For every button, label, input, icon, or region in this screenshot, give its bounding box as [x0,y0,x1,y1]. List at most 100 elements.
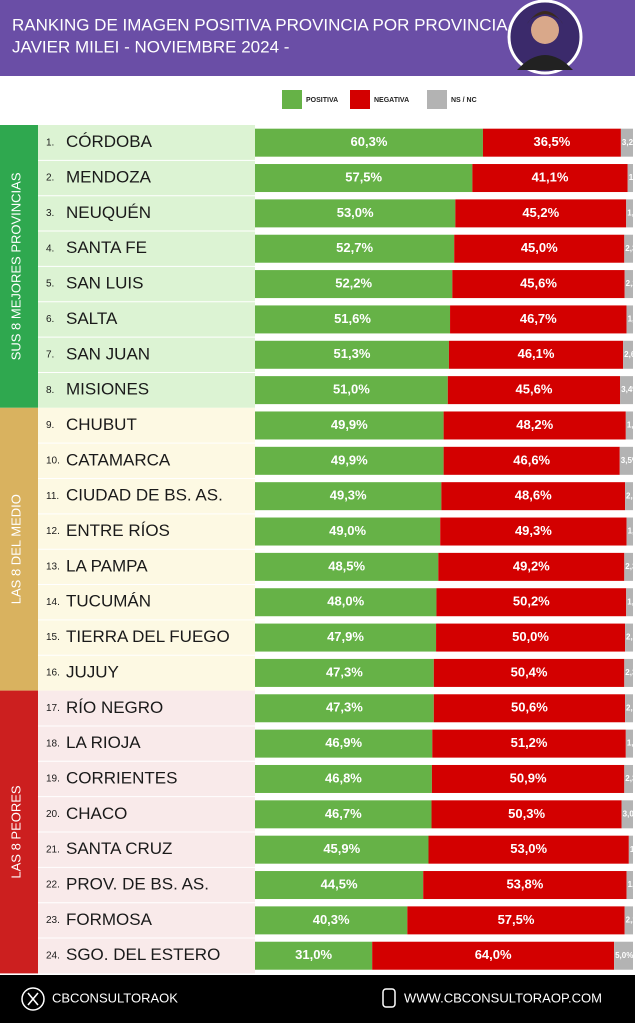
nsnc-label: 2,3% [625,774,635,783]
value-label: 44,5% [321,876,358,891]
rank-label: 11. [46,491,59,502]
category-label: SGO. DEL ESTERO [66,945,220,964]
bar-segment [255,517,441,546]
rank-label: 18. [46,738,60,749]
bar-segment [614,941,633,970]
rank-label: 12. [46,526,60,537]
bars: 60,3% 36,5% 3,2% 57,5% 41,1% 1,4% 53,0% 45,2% 1,… [255,128,635,970]
group-band [0,125,38,408]
group-label: SUS 8 MEJORES PROVINCIAS [8,172,23,360]
bar-segment [447,376,621,405]
nsnc-label: 2,2% [626,279,635,288]
bar-segment [255,906,408,935]
bar-segment [620,128,633,157]
category-label: MISIONES [66,380,149,399]
bar-segment [255,446,444,475]
value-label: 50,0% [512,629,549,644]
category-label: ENTRE RÍOS [66,521,170,540]
bar-segment [255,835,429,864]
value-label: 52,7% [336,240,373,255]
nsnc-label: 1,4% [629,173,635,182]
value-label: 47,3% [326,700,363,715]
category-label: CIUDAD DE BS. AS. [66,486,223,505]
value-label: 47,3% [326,664,363,679]
nsnc-label: 3,5% [621,456,635,465]
nsnc-label: 1,9% [627,739,635,748]
nsnc-label: 1,8% [627,208,635,217]
bar-segment [619,446,633,475]
bar-segment [626,199,633,228]
nsnc-label: 2,2% [626,915,635,924]
nsnc-label: 2,3% [625,562,635,571]
nsnc-label: 1,9% [627,421,635,430]
bar-segment [255,800,432,829]
value-label: 49,3% [330,488,367,503]
value-label: 46,1% [518,346,555,361]
bar-segment [621,800,633,829]
value-label: 49,9% [331,452,368,467]
value-label: 46,8% [325,770,362,785]
category-label: SANTA CRUZ [66,839,172,858]
bar-segment [255,164,473,193]
footer-band [0,975,635,1023]
legend-swatch [427,90,447,109]
bar-segment [626,871,633,900]
bar-segment [625,623,633,652]
nsnc-label: 3,2% [622,138,635,147]
category-label: MENDOZA [66,168,152,187]
bar-segment [443,411,626,440]
bar-segment [626,305,633,334]
bar-segment [423,871,627,900]
rank-label: 23. [46,915,60,926]
rank-label: 13. [46,562,60,573]
value-label: 31,0% [295,947,332,962]
category-label: CHACO [66,804,127,823]
bar-segment [454,234,625,263]
value-label: 53,8% [506,876,543,891]
bar-segment [626,517,633,546]
value-label: 45,0% [521,240,558,255]
rank-label: 6. [46,314,54,325]
hand-icon [382,988,396,1008]
rank-label: 14. [46,597,60,608]
bar-segment [624,764,633,793]
legend-swatch [350,90,370,109]
value-label: 46,6% [513,452,550,467]
avatar [507,0,583,75]
category-label: CORRIENTES [66,768,177,787]
bar-segment [255,305,451,334]
value-label: 46,7% [325,806,362,821]
nsnc-label: 1,7% [628,880,635,889]
nsnc-label: 2,3% [625,668,635,677]
rank-label: 3. [46,208,54,219]
group-label: LAS 8 DEL MEDIO [8,494,23,604]
value-label: 45,6% [516,382,553,397]
bar-segment [255,128,483,157]
nsnc-label: 2,1% [626,703,635,712]
value-label: 51,3% [334,346,371,361]
rank-label: 9. [46,420,54,431]
nsnc-label: 3,0% [623,809,635,818]
bar-segment [255,694,434,723]
bar-segment [436,588,627,617]
bar-segment [255,270,453,299]
value-label: 49,9% [331,417,368,432]
value-label: 60,3% [351,134,388,149]
category-label: SANTA FE [66,238,147,257]
bar-segment [482,128,621,157]
value-label: 50,4% [511,664,548,679]
value-label: 64,0% [475,947,512,962]
value-label: 50,9% [510,770,547,785]
bar-segment [438,552,625,581]
nsnc-label: 2,1% [626,491,635,500]
bar-segment [624,270,633,299]
bar-segment [428,835,629,864]
value-label: 48,5% [328,558,365,573]
chart-subtitle: JAVIER MILEI - NOVIEMBRE 2024 - [12,37,289,56]
bar-segment [433,694,626,723]
rank-label: 24. [46,950,60,961]
bar-segment [255,411,444,440]
bar-segment [255,729,433,758]
rank-label: 8. [46,385,54,396]
